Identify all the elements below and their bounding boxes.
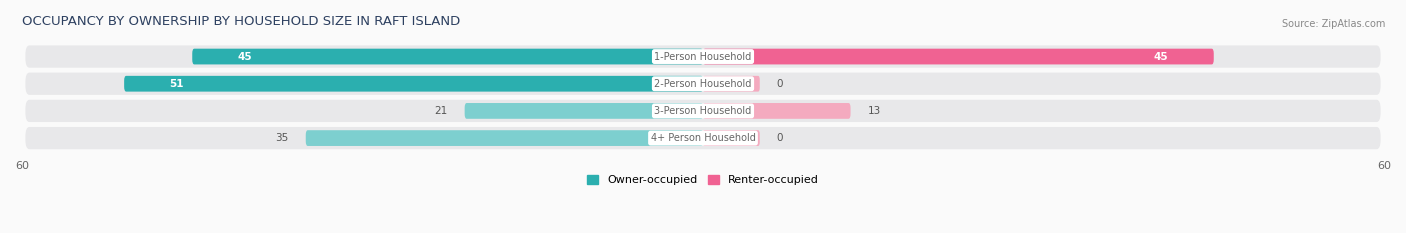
- Text: 0: 0: [776, 79, 783, 89]
- Text: 21: 21: [434, 106, 447, 116]
- Text: 45: 45: [238, 51, 252, 62]
- FancyBboxPatch shape: [305, 130, 703, 146]
- Legend: Owner-occupied, Renter-occupied: Owner-occupied, Renter-occupied: [586, 175, 820, 185]
- Text: 13: 13: [868, 106, 880, 116]
- FancyBboxPatch shape: [703, 76, 759, 92]
- Text: 51: 51: [170, 79, 184, 89]
- Text: 1-Person Household: 1-Person Household: [654, 51, 752, 62]
- Text: 3-Person Household: 3-Person Household: [654, 106, 752, 116]
- FancyBboxPatch shape: [25, 45, 1381, 68]
- FancyBboxPatch shape: [193, 49, 703, 65]
- FancyBboxPatch shape: [703, 103, 851, 119]
- FancyBboxPatch shape: [124, 76, 703, 92]
- FancyBboxPatch shape: [703, 130, 759, 146]
- Text: 4+ Person Household: 4+ Person Household: [651, 133, 755, 143]
- Text: Source: ZipAtlas.com: Source: ZipAtlas.com: [1281, 19, 1385, 29]
- FancyBboxPatch shape: [25, 127, 1381, 149]
- Text: OCCUPANCY BY OWNERSHIP BY HOUSEHOLD SIZE IN RAFT ISLAND: OCCUPANCY BY OWNERSHIP BY HOUSEHOLD SIZE…: [22, 15, 460, 28]
- Text: 35: 35: [276, 133, 288, 143]
- FancyBboxPatch shape: [703, 49, 1213, 65]
- FancyBboxPatch shape: [25, 100, 1381, 122]
- Text: 45: 45: [1154, 51, 1168, 62]
- Text: 0: 0: [776, 133, 783, 143]
- FancyBboxPatch shape: [25, 73, 1381, 95]
- Text: 2-Person Household: 2-Person Household: [654, 79, 752, 89]
- FancyBboxPatch shape: [464, 103, 703, 119]
